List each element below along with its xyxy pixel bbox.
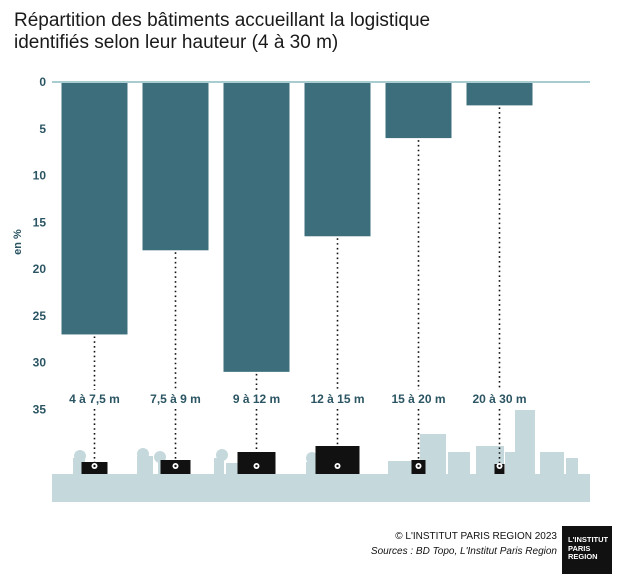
- tree-shape: [74, 450, 86, 462]
- skyline-shape: [214, 458, 224, 474]
- y-tick-label: 0: [39, 75, 46, 89]
- category-label: 9 à 12 m: [233, 392, 280, 406]
- skyline-shape: [137, 456, 153, 474]
- bar: [61, 82, 128, 335]
- tree-shape: [306, 452, 318, 464]
- credit-block: © L'INSTITUT PARIS REGION 2023 Sources :…: [371, 529, 557, 559]
- bars: [61, 82, 533, 474]
- category-label: 7,5 à 9 m: [150, 392, 201, 406]
- y-axis-label: en %: [12, 229, 24, 255]
- bar: [385, 82, 452, 139]
- category-labels: 4 à 7,5 m 7,5 à 9 m 9 à 12 m 12 à 15 m 15 à …: [69, 392, 526, 406]
- bar: [142, 82, 209, 251]
- bar-chart: 0 5 10 15 20 25 30 35 en % 4 à 7,5 m 7,5 à 9 m 9 …: [12, 75, 590, 502]
- category-label: 15 à 20 m: [391, 392, 445, 406]
- y-tick-label: 30: [33, 356, 47, 370]
- source-text: Sources : BD Topo, L'Institut Paris Regi…: [370, 546, 557, 557]
- y-tick-label: 20: [33, 262, 47, 276]
- skyline-shape: [515, 410, 535, 474]
- y-tick-label: 25: [33, 309, 47, 323]
- y-tick-label: 10: [33, 169, 47, 183]
- skyline-shape: [540, 452, 564, 474]
- bar: [466, 82, 533, 106]
- skyline-shape: [388, 461, 416, 474]
- tree-shape: [216, 449, 228, 461]
- y-tick-label: 5: [39, 122, 46, 136]
- ground-strip: [52, 474, 590, 502]
- copyright-text: © L'INSTITUT PARIS REGION 2023: [395, 531, 557, 542]
- logo-line-2: PARIS: [568, 543, 591, 553]
- logo-line-3: REGION: [568, 552, 598, 561]
- institut-logo: L'INSTITUT PARIS REGION: [562, 526, 612, 574]
- bar: [223, 82, 290, 372]
- category-label: 20 à 30 m: [472, 392, 526, 406]
- title-line-2: identifiés selon leur hauteur (4 à 30 m): [14, 32, 339, 53]
- category-label: 4 à 7,5 m: [69, 392, 120, 406]
- skyline-shape: [505, 452, 515, 474]
- tree-shape: [137, 448, 149, 460]
- building-marker-dot: [255, 464, 258, 468]
- building-icon: [315, 446, 360, 474]
- skyline-shape: [226, 463, 240, 474]
- y-tick-label: 15: [33, 215, 47, 229]
- building-marker-dot: [174, 464, 177, 468]
- title-line-1: Répartition des bâtiments accueillant la…: [14, 10, 431, 31]
- y-tick-label: 35: [33, 402, 47, 416]
- skyline-shape: [448, 452, 470, 474]
- building-marker-dot: [417, 464, 420, 468]
- building-marker-dot: [336, 464, 339, 468]
- category-label: 12 à 15 m: [310, 392, 364, 406]
- building-marker-dot: [498, 464, 501, 468]
- bar: [304, 82, 371, 237]
- building-marker-dot: [93, 464, 96, 468]
- chart-title: Répartition des bâtiments accueillant la…: [14, 10, 614, 54]
- skyline-shape: [566, 458, 578, 474]
- y-axis: 0 5 10 15 20 25 30 35: [33, 75, 590, 416]
- logo-line-1: L'INSTITUT: [568, 535, 609, 544]
